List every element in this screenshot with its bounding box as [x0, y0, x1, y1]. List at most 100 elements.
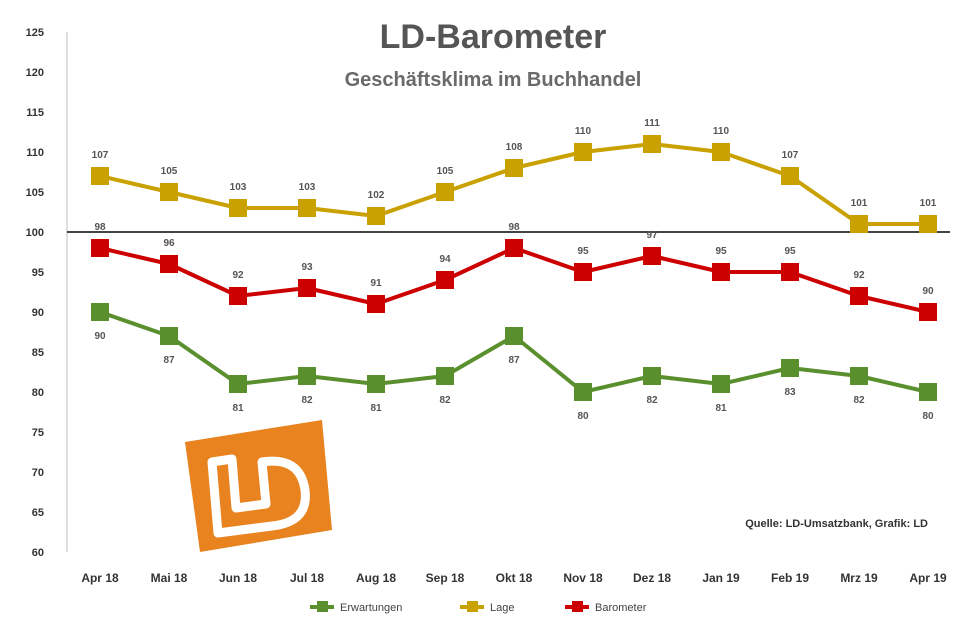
legend-item-barometer: Barometer	[565, 601, 647, 614]
legend-swatch-marker	[572, 601, 583, 612]
data-label: 83	[784, 387, 796, 398]
legend-item-erwartungen: Erwartungen	[310, 601, 402, 614]
x-tick-label: Nov 18	[563, 571, 603, 585]
legend: Erwartungen Lage Barometer	[310, 601, 647, 614]
data-label: 105	[161, 166, 178, 177]
data-point	[229, 287, 247, 305]
data-label: 95	[577, 246, 589, 257]
data-label: 82	[853, 395, 865, 406]
data-label: 95	[784, 246, 796, 257]
data-label: 108	[506, 142, 523, 153]
data-label: 90	[922, 286, 934, 297]
data-point	[367, 375, 385, 393]
y-tick-label: 115	[26, 107, 44, 119]
legend-label: Barometer	[595, 602, 647, 614]
y-tick-label: 60	[32, 547, 44, 559]
data-point	[643, 247, 661, 265]
legend-swatch-marker	[317, 601, 328, 612]
data-point	[712, 263, 730, 281]
data-label: 91	[370, 278, 382, 289]
data-label: 103	[230, 182, 247, 193]
x-tick-label: Dez 18	[633, 571, 671, 585]
data-label: 107	[782, 150, 799, 161]
data-point	[781, 263, 799, 281]
series-line	[99, 310, 929, 394]
data-label: 94	[439, 254, 451, 265]
x-tick-label: Apr 18	[81, 571, 119, 585]
data-point	[298, 279, 316, 297]
data-point	[160, 255, 178, 273]
data-point	[91, 239, 109, 257]
data-label: 92	[232, 270, 244, 281]
ld-logo	[185, 420, 332, 552]
data-point	[919, 215, 937, 233]
data-label: 81	[370, 403, 382, 414]
data-label: 82	[439, 395, 451, 406]
x-tick-label: Sep 18	[426, 571, 465, 585]
data-point	[781, 359, 799, 377]
data-point	[505, 159, 523, 177]
y-tick-label: 75	[32, 427, 44, 439]
y-tick-label: 95	[32, 267, 44, 279]
y-tick-label: 80	[32, 387, 44, 399]
data-point	[436, 367, 454, 385]
series-erwartungen: 90 87 81 82 81 82 87 80 82 81 83 82 80	[91, 303, 937, 422]
source-note: Quelle: LD-Umsatzbank, Grafik: LD	[745, 518, 928, 530]
data-point	[91, 167, 109, 185]
data-point	[505, 327, 523, 345]
data-label: 102	[368, 190, 385, 201]
data-point	[436, 183, 454, 201]
y-tick-label: 125	[26, 27, 44, 39]
legend-swatch-marker	[467, 601, 478, 612]
y-tick-label: 90	[32, 307, 44, 319]
data-label: 105	[437, 166, 454, 177]
x-tick-label: Jan 19	[702, 571, 740, 585]
data-point	[919, 383, 937, 401]
x-tick-label: Feb 19	[771, 571, 809, 585]
data-label: 81	[232, 403, 244, 414]
data-label: 111	[644, 118, 660, 129]
data-point	[298, 367, 316, 385]
data-point	[850, 215, 868, 233]
data-point	[91, 303, 109, 321]
series-lage: 107 105 103 103 102 105 108 110 111 110 107 101 101	[91, 118, 937, 233]
data-point	[574, 143, 592, 161]
data-point	[436, 271, 454, 289]
y-tick-label: 70	[32, 467, 44, 479]
data-point	[919, 303, 937, 321]
data-label: 81	[715, 403, 727, 414]
y-tick-label: 100	[26, 227, 44, 239]
data-point	[505, 239, 523, 257]
series-line	[99, 142, 928, 226]
x-tick-label: Jul 18	[290, 571, 324, 585]
data-point	[160, 327, 178, 345]
data-label: 90	[94, 331, 106, 342]
data-point	[367, 295, 385, 313]
data-label: 92	[853, 270, 865, 281]
data-point	[160, 183, 178, 201]
x-tick-label: Aug 18	[356, 571, 396, 585]
y-tick-label: 120	[26, 67, 44, 79]
x-tick-label: Mai 18	[151, 571, 188, 585]
data-point	[643, 135, 661, 153]
data-point	[850, 287, 868, 305]
data-label: 82	[646, 395, 658, 406]
data-label: 93	[301, 262, 313, 273]
x-axis-ticks: Apr 18 Mai 18 Jun 18 Jul 18 Aug 18 Sep 18 Okt …	[81, 571, 947, 585]
data-label: 82	[301, 395, 313, 406]
legend-item-lage: Lage	[460, 601, 514, 614]
x-tick-label: Okt 18	[496, 571, 533, 585]
data-label: 80	[922, 411, 934, 422]
data-label: 107	[92, 150, 109, 161]
series-line	[99, 246, 929, 314]
data-label: 96	[163, 238, 175, 249]
y-tick-label: 110	[26, 147, 44, 159]
data-label: 98	[508, 222, 520, 233]
data-point	[229, 199, 247, 217]
data-label: 87	[508, 355, 520, 366]
x-tick-label: Mrz 19	[840, 571, 878, 585]
data-label: 80	[577, 411, 589, 422]
y-tick-label: 105	[26, 187, 44, 199]
